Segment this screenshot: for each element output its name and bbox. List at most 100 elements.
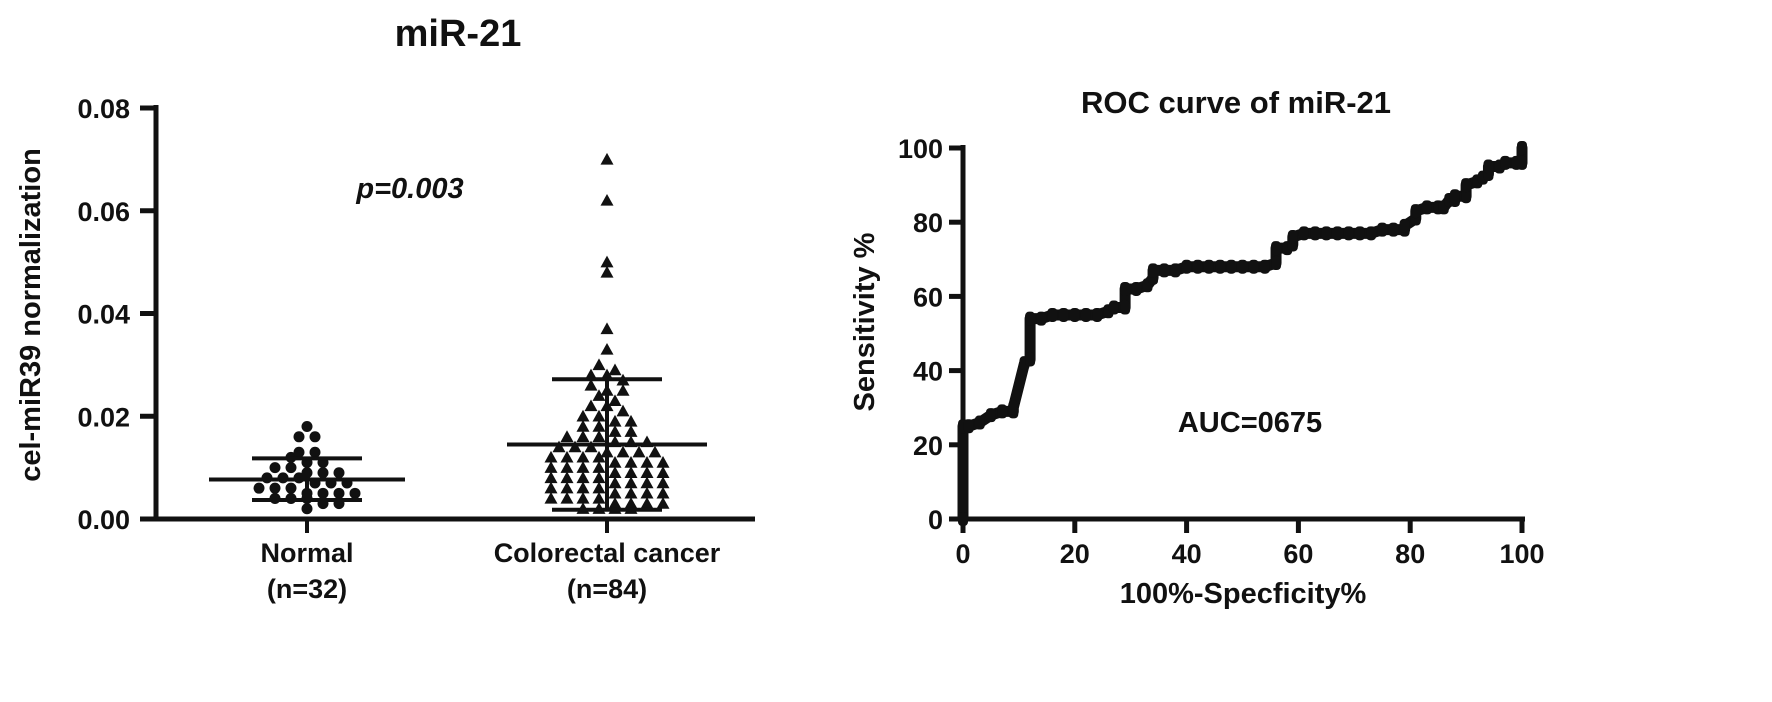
roc-y-tick-label: 0 (928, 505, 943, 535)
data-point (544, 471, 558, 484)
data-point (576, 409, 590, 422)
data-point (285, 482, 297, 494)
dotplot-y-tick-label: 0.00 (77, 505, 130, 535)
data-point (608, 466, 622, 478)
data-point (608, 486, 622, 499)
data-point (600, 322, 614, 335)
roc-y-tick-label: 100 (898, 134, 943, 164)
data-point (616, 404, 630, 417)
data-point (592, 491, 606, 504)
dotplot-annotation: p=0.003 (355, 173, 463, 205)
roc-y-ticks: 0 20 40 60 80 100 (898, 134, 963, 535)
data-point (624, 476, 638, 489)
data-point (592, 389, 606, 401)
roc-point (1025, 352, 1036, 367)
roc-point (1192, 259, 1203, 274)
roc-x-tick-label: 20 (1060, 539, 1090, 569)
dotplot-group-colorectal-cancer (507, 152, 707, 514)
dotplot-x-tick-label: Colorectal cancer (494, 538, 721, 568)
roc-point (1203, 259, 1214, 274)
data-point (632, 445, 646, 458)
dotplot-group-normal (209, 421, 405, 515)
dotplot-x-tick-sublabel: (n=84) (567, 574, 647, 604)
roc-y-tick-label: 80 (913, 208, 943, 238)
data-point (592, 450, 606, 463)
roc-title: ROC curve of miR-21 (1081, 85, 1391, 120)
data-point (640, 497, 654, 509)
data-point (600, 193, 614, 206)
roc-point (1108, 300, 1119, 315)
data-point (608, 394, 622, 407)
data-point (544, 491, 558, 504)
data-point (560, 471, 574, 484)
roc-y-axis-label: Sensitivity % (849, 232, 881, 411)
data-point (253, 482, 265, 494)
data-point (640, 466, 654, 478)
roc-point (1271, 256, 1282, 271)
roc-point (1500, 155, 1511, 170)
data-point (309, 446, 321, 458)
data-point (544, 481, 558, 494)
roc-point (1388, 222, 1399, 237)
data-point (600, 342, 614, 355)
roc-point (1170, 263, 1181, 278)
data-point (560, 450, 574, 463)
roc-point (1058, 307, 1069, 322)
data-point (608, 455, 622, 468)
roc-point (1047, 307, 1058, 322)
roc-point (1517, 141, 1527, 155)
data-point (576, 450, 590, 463)
roc-point (985, 408, 996, 423)
roc-x-tick-label: 100 (1499, 539, 1544, 569)
data-point (656, 497, 670, 509)
data-point (317, 487, 329, 499)
data-point (592, 420, 606, 432)
data-point (592, 409, 606, 422)
dotplot-chart: miR-21 cel-miR39 normalization p=0.003 0… (15, 13, 755, 604)
dotplot-x-tick-sublabel: (n=32) (267, 574, 347, 604)
data-point (576, 461, 590, 473)
data-point (640, 455, 654, 468)
data-point (656, 486, 670, 499)
dotplot-y-tick-label: 0.08 (77, 94, 130, 124)
data-point (592, 471, 606, 484)
roc-point (997, 404, 1008, 419)
data-point (640, 486, 654, 499)
data-point (592, 481, 606, 494)
dotplot-y-tick-label: 0.02 (77, 402, 130, 432)
data-point (592, 430, 606, 442)
roc-point (1271, 241, 1282, 256)
roc-point (1092, 307, 1103, 322)
data-point (616, 384, 630, 396)
data-point (584, 399, 598, 412)
data-point (584, 378, 598, 391)
data-point (616, 445, 630, 458)
dotplot-x-labels: Normal (n=32) Colorectal cancer (n=84) (260, 519, 721, 604)
roc-point (1421, 200, 1432, 215)
roc-point (1461, 178, 1472, 193)
dotplot-groups (209, 152, 707, 515)
roc-point (958, 512, 968, 526)
data-point (285, 462, 297, 474)
roc-x-tick-label: 40 (1172, 539, 1202, 569)
roc-point (1069, 307, 1080, 322)
roc-y-tick-label: 20 (913, 431, 943, 461)
roc-y-tick-label: 60 (913, 282, 943, 312)
data-point (608, 414, 622, 427)
roc-point (1461, 189, 1472, 204)
roc-point (1131, 281, 1142, 296)
data-point (269, 482, 281, 494)
roc-point (1008, 400, 1019, 415)
roc-point (1080, 307, 1091, 322)
data-point (600, 255, 614, 268)
roc-point (1298, 226, 1309, 241)
data-point (624, 414, 638, 427)
roc-point (1517, 155, 1527, 170)
roc-point (1120, 300, 1131, 315)
data-point (269, 462, 281, 474)
data-point (608, 363, 622, 376)
data-point (608, 476, 622, 489)
roc-point (1120, 281, 1131, 296)
roc-point (1410, 204, 1421, 219)
